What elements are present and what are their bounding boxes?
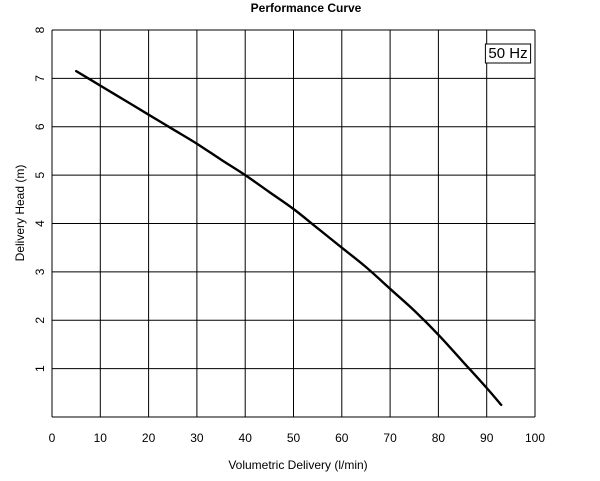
- data-point: [413, 309, 415, 311]
- data-point: [75, 70, 77, 72]
- data-point: [220, 158, 222, 160]
- data-point: [341, 246, 343, 248]
- frequency-annotation: 50 Hz: [488, 45, 527, 62]
- chart-title: Performance Curve: [251, 1, 362, 15]
- data-point: [196, 142, 198, 144]
- data-point: [99, 84, 101, 86]
- frequency-box: [484, 43, 532, 64]
- x-tick-label: 50: [287, 431, 301, 445]
- data-point: [316, 227, 318, 229]
- data-point: [244, 174, 246, 176]
- x-tick-label: 90: [480, 431, 494, 445]
- y-tick-label: 3: [33, 268, 47, 275]
- data-point: [486, 387, 488, 389]
- data-point: [365, 266, 367, 268]
- x-tick-label: 0: [49, 431, 56, 445]
- data-point: [461, 360, 463, 362]
- y-tick-label: 2: [33, 317, 47, 324]
- data-point: [172, 128, 174, 130]
- y-tick-label: 4: [33, 220, 47, 227]
- data-point: [437, 334, 439, 336]
- y-tick-label: 5: [33, 171, 47, 178]
- y-axis-label: Delivery Head (m): [13, 165, 27, 262]
- x-tick-label: 80: [432, 431, 446, 445]
- x-tick-labels: 0 10 20 30 40 50 60 70 80 90 100: [49, 431, 546, 445]
- x-tick-label: 70: [383, 431, 397, 445]
- data-point: [123, 99, 125, 101]
- data-point: [268, 191, 270, 193]
- y-tick-label: 8: [33, 26, 47, 33]
- x-axis-label: Volumetric Delivery (l/min): [228, 458, 367, 472]
- data-point: [292, 208, 294, 210]
- grid: [51, 29, 536, 418]
- data-point: [500, 404, 502, 406]
- data-point: [147, 113, 149, 115]
- performance-curve-line: [75, 69, 503, 407]
- y-tick-label: 6: [33, 123, 47, 130]
- x-tick-label: 100: [525, 431, 545, 445]
- x-tick-label: 10: [94, 431, 108, 445]
- x-tick-label: 60: [335, 431, 349, 445]
- x-tick-label: 20: [142, 431, 156, 445]
- y-tick-label: 7: [33, 75, 47, 82]
- y-tick-labels: 1 2 3 4 5 6 7 8: [33, 26, 47, 372]
- x-tick-label: 40: [239, 431, 253, 445]
- y-tick-label: 1: [33, 365, 47, 372]
- x-tick-label: 30: [190, 431, 204, 445]
- data-point: [389, 288, 391, 290]
- series-group: [75, 69, 503, 407]
